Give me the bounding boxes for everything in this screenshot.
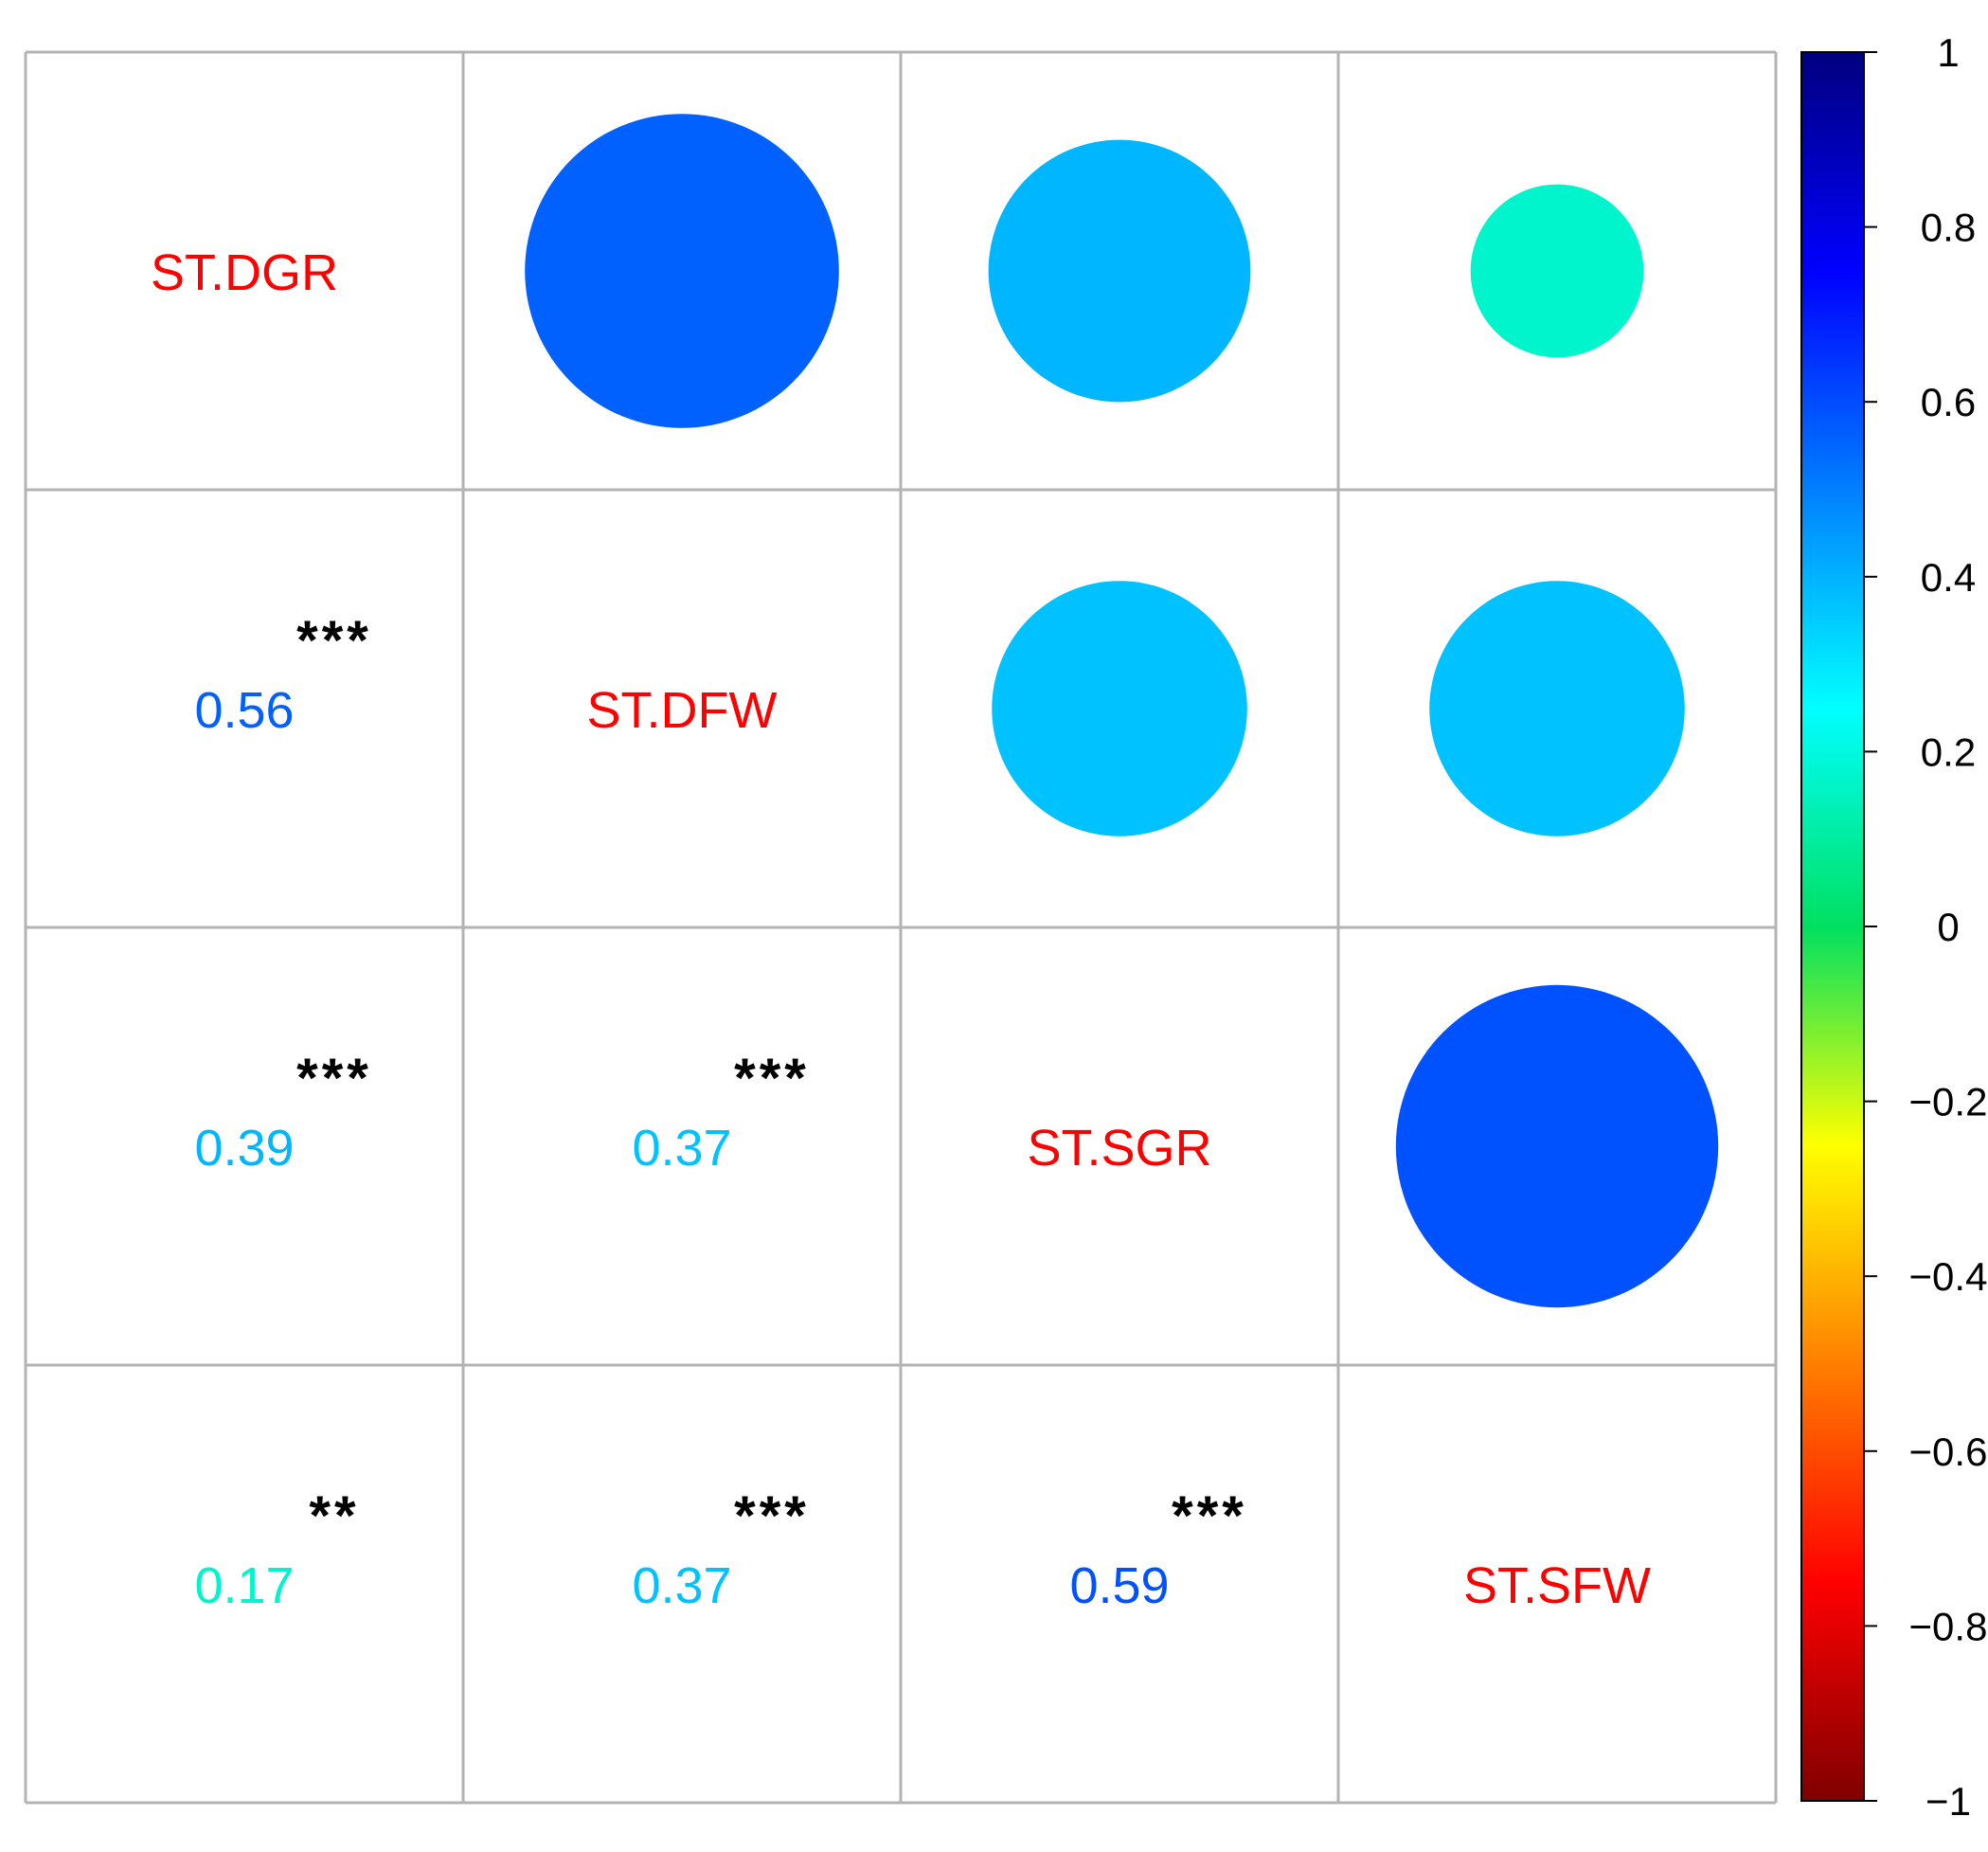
correlation-value: 0.56 bbox=[194, 682, 294, 739]
significance-stars: *** bbox=[296, 610, 372, 672]
colorbar-tick-label: 1 bbox=[1937, 30, 1959, 75]
correlation-circle bbox=[525, 114, 839, 428]
correlation-circle bbox=[1395, 984, 1719, 1308]
correlation-value: 0.17 bbox=[194, 1557, 294, 1614]
variable-label: ST.DFW bbox=[587, 682, 778, 739]
correlation-circle bbox=[992, 581, 1247, 836]
correlation-value: 0.39 bbox=[194, 1120, 294, 1177]
variable-label: ST.DGR bbox=[151, 244, 338, 301]
significance-stars: *** bbox=[296, 1048, 372, 1109]
variable-label: ST.SGR bbox=[1027, 1120, 1211, 1177]
significance-stars: *** bbox=[734, 1485, 810, 1547]
significance-stars: *** bbox=[734, 1048, 810, 1109]
colorbar bbox=[1800, 51, 1865, 1802]
colorbar-tick-label: −0.2 bbox=[1909, 1080, 1988, 1124]
significance-stars: ** bbox=[309, 1485, 359, 1547]
correlation-circle bbox=[1470, 184, 1644, 358]
correlation-value: 0.37 bbox=[632, 1120, 731, 1177]
colorbar-tick-label: −0.6 bbox=[1909, 1429, 1988, 1474]
correlation-circle bbox=[988, 139, 1251, 403]
color-legend: 1 0.8 0.6 0.4 0.2 0 −0.2 −0.4 −0.6 −0.8 −1 bbox=[1800, 30, 1988, 1824]
colorbar-tick-label: −0.8 bbox=[1909, 1604, 1988, 1648]
variable-label: ST.SFW bbox=[1463, 1557, 1651, 1614]
significance-stars: *** bbox=[1172, 1485, 1247, 1547]
colorbar-tick-label: −1 bbox=[1925, 1779, 1971, 1824]
correlation-value: 0.37 bbox=[632, 1557, 731, 1614]
colorbar-tick-label: 0.6 bbox=[1921, 380, 1976, 424]
correlation-circle bbox=[1429, 581, 1685, 836]
colorbar-tick-label: 0 bbox=[1937, 905, 1959, 949]
colorbar-tick-label: 0.8 bbox=[1921, 206, 1976, 250]
colorbar-tick-label: 0.4 bbox=[1921, 555, 1976, 600]
colorbar-tick-label: 0.2 bbox=[1921, 729, 1976, 774]
matrix-cells: ST.DGRST.DFWST.SGRST.SFW0.56***0.39***0.… bbox=[151, 114, 1719, 1614]
correlation-value: 0.59 bbox=[1069, 1557, 1169, 1614]
colorbar-tick-label: −0.4 bbox=[1909, 1254, 1988, 1299]
matrix-grid bbox=[24, 50, 1778, 1805]
